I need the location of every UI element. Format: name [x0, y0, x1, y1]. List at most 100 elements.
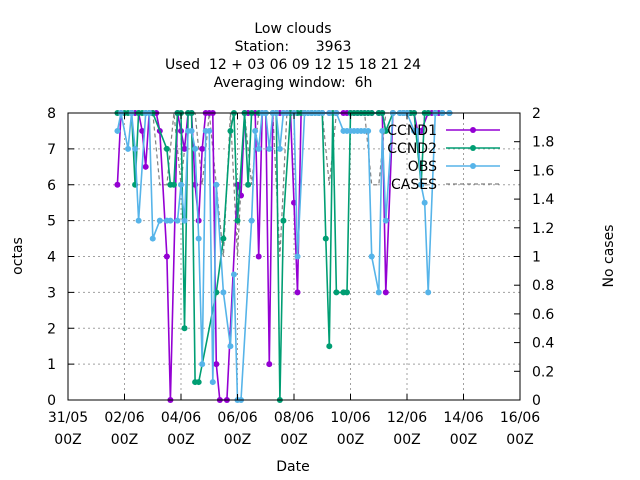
data-point-ccnd2	[234, 217, 241, 224]
title-line: Low clouds	[254, 21, 331, 37]
x-tick-label-hour: 00Z	[167, 432, 194, 448]
data-point-ccnd2	[322, 235, 329, 242]
data-point-obs	[192, 145, 199, 152]
data-point-ccnd2	[326, 343, 333, 350]
x-tick-label-date: 08/06	[274, 410, 314, 426]
data-point-obs	[421, 199, 428, 206]
data-point-ccnd2	[220, 235, 227, 242]
x-tick-label-hour: 00Z	[111, 432, 138, 448]
y-tick-label: 7	[47, 142, 56, 158]
series-line-cases	[117, 112, 429, 257]
y-tick-label: 5	[47, 214, 56, 230]
y-axis: 0 1 2 3 4 5 6 7 8	[47, 106, 74, 409]
y2-tick-label: 1.2	[532, 221, 554, 237]
data-point-obs	[213, 181, 220, 188]
data-point-obs	[156, 217, 163, 224]
x-tick-label-date: 31/05	[48, 410, 88, 426]
y2-tick-label: 0.6	[532, 307, 554, 323]
data-point-obs	[227, 343, 234, 350]
data-point-obs	[188, 127, 195, 134]
data-point-obs	[266, 145, 273, 152]
y-tick-label: 0	[47, 393, 56, 409]
data-point-ccnd1	[294, 289, 301, 296]
title-line: Used 12 + 03 06 09 12 15 18 21 24	[165, 57, 421, 73]
legend-marker-obs	[470, 163, 476, 169]
y2-tick-label: 0.2	[532, 364, 554, 380]
data-point-obs	[220, 289, 227, 296]
data-point-obs	[206, 127, 213, 134]
data-point-ccnd1	[114, 181, 121, 188]
x-tick-label-date: 16/06	[500, 410, 540, 426]
x-tick-label-date: 10/06	[330, 410, 370, 426]
y-axis-label: octas	[10, 237, 26, 275]
x-axis-label: Date	[276, 459, 309, 475]
data-point-obs	[379, 127, 386, 134]
y2-tick-label: 2	[532, 106, 541, 122]
data-point-obs	[365, 127, 372, 134]
y2-tick-label: 1	[532, 250, 541, 266]
y2-tick-label: 0	[532, 393, 541, 409]
data-point-obs	[368, 253, 375, 260]
data-point-obs	[135, 217, 142, 224]
data-point-ccnd2	[181, 325, 188, 332]
data-point-ccnd2	[170, 181, 177, 188]
data-point-obs	[181, 217, 188, 224]
title-line: Station: 3963	[235, 39, 352, 55]
data-point-obs	[252, 127, 259, 134]
y2-tick-label: 1.8	[532, 135, 554, 151]
y-tick-label: 4	[47, 250, 56, 266]
y2-axis: 0 0.2 0.4 0.6 0.8 1 1.2 1.4 1.6 1.8 2	[514, 106, 554, 409]
data-point-obs	[132, 145, 139, 152]
data-point-ccnd2	[227, 127, 234, 134]
data-point-obs	[418, 181, 425, 188]
x-tick-label-date: 06/06	[217, 410, 257, 426]
data-point-obs	[276, 145, 283, 152]
data-point-obs	[149, 235, 156, 242]
data-point-obs	[414, 127, 421, 134]
y2-tick-label: 0.8	[532, 278, 554, 294]
data-point-obs	[167, 217, 174, 224]
y2-tick-label: 0.4	[532, 336, 554, 352]
y2-tick-label: 1.4	[532, 192, 554, 208]
data-point-obs	[382, 217, 389, 224]
x-tick-label-date: 14/06	[443, 410, 483, 426]
x-tick-label-date: 12/06	[387, 410, 427, 426]
data-point-ccnd1	[181, 145, 188, 152]
legend-label: OBS	[408, 159, 437, 175]
x-tick-label-hour: 00Z	[393, 432, 420, 448]
legend-label: CASES	[391, 177, 437, 193]
data-point-ccnd1	[163, 253, 170, 260]
x-tick-label-hour: 00Z	[450, 432, 477, 448]
data-point-obs	[294, 253, 301, 260]
data-point-obs	[125, 145, 132, 152]
data-point-ccnd2	[343, 289, 350, 296]
legend-label: CCND2	[387, 141, 437, 157]
series-line-obs	[116, 112, 450, 401]
data-point-ccnd2	[280, 217, 287, 224]
legend-marker-ccnd2	[470, 145, 476, 151]
x-tick-label-hour: 00Z	[54, 432, 81, 448]
data-point-ccnd2	[195, 379, 202, 386]
data-point-obs	[178, 181, 184, 188]
data-point-obs	[195, 235, 202, 242]
data-point-ccnd2	[163, 145, 170, 152]
x-tick-label-hour: 00Z	[280, 432, 307, 448]
title-line: Averaging window: 6h	[214, 75, 373, 91]
x-tick-label-date: 02/06	[104, 410, 144, 426]
data-point-ccnd1	[255, 253, 262, 260]
x-tick-label-hour: 00Z	[337, 432, 364, 448]
data-point-ccnd1	[199, 145, 206, 152]
data-point-obs	[255, 145, 262, 152]
legend-label: CCND1	[387, 123, 437, 139]
data-point-ccnd1	[382, 289, 389, 296]
y-tick-label: 3	[47, 285, 56, 301]
data-point-ccnd1	[213, 361, 220, 368]
x-axis: 31/05 00Z 02/06 00Z 04/06 00Z 06/06 00Z 08/06 00Z…	[48, 113, 540, 448]
chart-title: Low clouds Station: 3963 Used 12 + 03 06 0…	[165, 21, 421, 91]
legend: CCND1 CCND2 OBS CASES	[387, 123, 500, 193]
data-point-obs	[114, 127, 121, 134]
y-tick-label: 8	[47, 106, 56, 122]
y2-tick-label: 1.6	[532, 163, 554, 179]
data-point-ccnd1	[266, 361, 273, 368]
